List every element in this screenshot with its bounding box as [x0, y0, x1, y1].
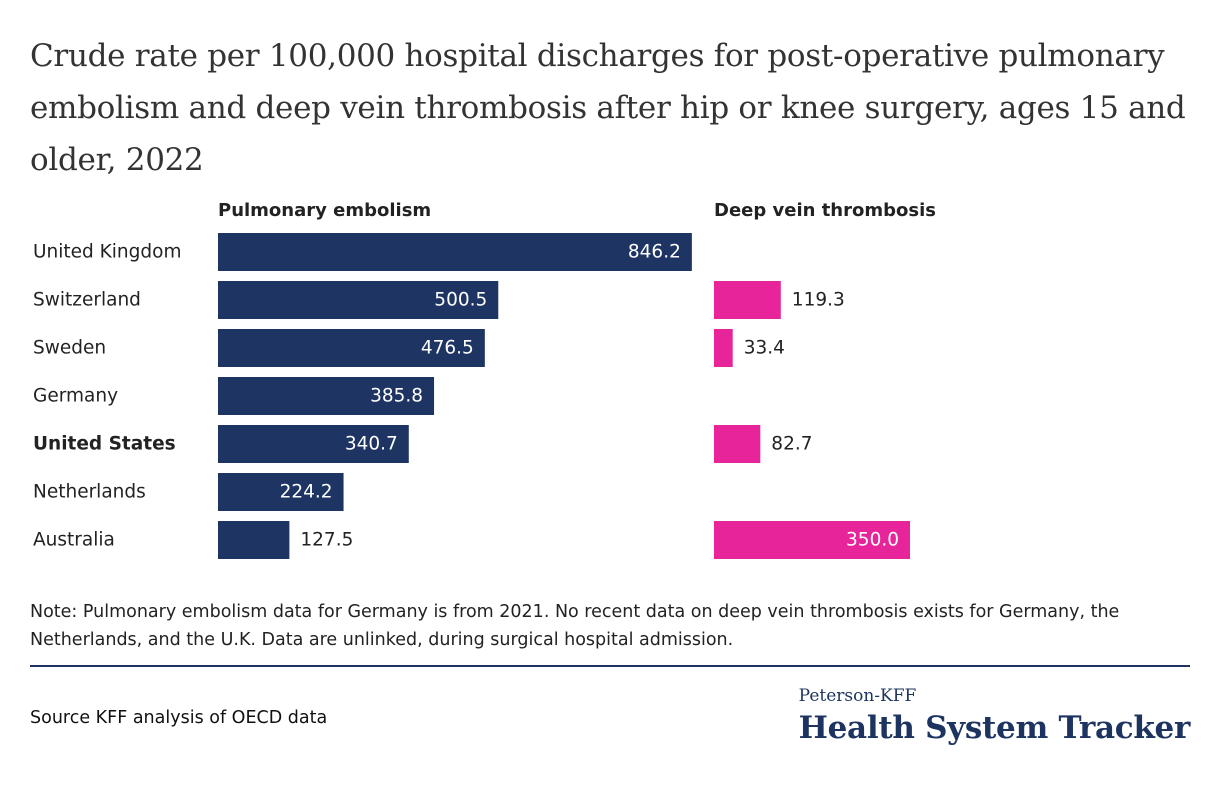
pe-value-label-united-states: 340.7	[345, 434, 398, 455]
pulmonary-embolism-series: 846.2 500.5 476.5 385.8 340.7 224.2 127.5	[218, 233, 692, 559]
pe-value-label-netherlands: 224.2	[280, 482, 333, 503]
dvt-value-label-sweden: 33.4	[744, 338, 785, 359]
dvt-value-label-united-states: 82.7	[771, 434, 812, 455]
dvt-value-label-australia: 350.0	[846, 530, 899, 551]
dvt-bar-australia	[714, 521, 910, 559]
pe-value-label-switzerland: 500.5	[434, 290, 487, 311]
pe-value-label-germany: 385.8	[370, 386, 423, 407]
category-label-sweden: Sweden	[33, 338, 106, 359]
chart-title: Crude rate per 100,000 hospital discharg…	[30, 38, 1186, 178]
pe-bar-germany	[218, 377, 435, 415]
category-label-united-states: United States	[33, 434, 176, 455]
pe-bar-australia	[218, 521, 290, 559]
pe-bar-switzerland	[218, 281, 499, 319]
category-labels: United Kingdom Switzerland Sweden Germany Un…	[33, 242, 182, 551]
category-label-united-kingdom: United Kingdom	[33, 242, 182, 263]
pe-bar-sweden	[218, 329, 485, 367]
dvt-value-label-switzerland: 119.3	[792, 290, 845, 311]
dvt-bar-switzerland	[714, 281, 781, 319]
deep-vein-thrombosis-series: 119.3 33.4 82.7 350.0	[714, 281, 910, 559]
brand-logo: Peterson-KFF Health System Tracker	[798, 686, 1191, 750]
pe-value-label-united-kingdom: 846.2	[628, 242, 681, 263]
pe-bar-united-states	[218, 425, 409, 463]
pe-value-label-sweden: 476.5	[421, 338, 474, 359]
chart-note: Note: Pulmonary embolism data for German…	[30, 602, 1120, 650]
source-text: Source KFF analysis of OECD data	[30, 708, 328, 728]
dvt-bar-sweden	[714, 329, 733, 367]
dvt-bar-united-states	[714, 425, 761, 463]
panel-header-pulmonary-embolism: Pulmonary embolism	[218, 200, 431, 221]
pe-bar-netherlands	[218, 473, 344, 511]
category-label-netherlands: Netherlands	[33, 482, 146, 503]
logo-main-text: Health System Tracker	[798, 710, 1191, 746]
panel-headers: Pulmonary embolism Deep vein thrombosis	[218, 200, 936, 221]
logo-top-text: Peterson-KFF	[798, 686, 917, 706]
category-label-australia: Australia	[33, 530, 115, 551]
pe-bar-united-kingdom	[218, 233, 692, 271]
pe-value-label-australia: 127.5	[300, 530, 353, 551]
category-label-switzerland: Switzerland	[33, 290, 141, 311]
footer-divider	[30, 665, 1190, 667]
category-label-germany: Germany	[33, 386, 118, 407]
panel-header-deep-vein-thrombosis: Deep vein thrombosis	[714, 200, 936, 221]
